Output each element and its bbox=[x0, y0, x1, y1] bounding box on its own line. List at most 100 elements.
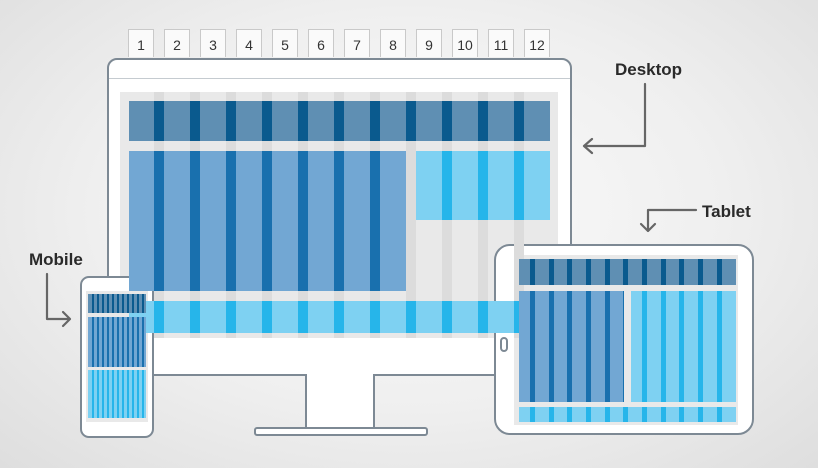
column-stripe bbox=[137, 317, 139, 367]
monitor-top-bar bbox=[109, 60, 570, 79]
column-tab-12: 12 bbox=[524, 29, 550, 57]
mobile-header-block bbox=[88, 294, 146, 313]
column-stripe bbox=[406, 101, 416, 141]
monitor-neck bbox=[305, 374, 375, 428]
column-stripe bbox=[154, 301, 164, 333]
desktop-arrow bbox=[582, 82, 647, 155]
column-stripe bbox=[132, 370, 134, 418]
column-stripe bbox=[190, 101, 200, 141]
column-stripe bbox=[298, 151, 308, 291]
column-stripe bbox=[549, 407, 554, 422]
column-tab-3: 3 bbox=[200, 29, 226, 57]
column-stripe bbox=[137, 370, 139, 418]
column-stripe bbox=[642, 259, 647, 285]
column-tab-11: 11 bbox=[488, 29, 514, 57]
tablet-arrow bbox=[639, 208, 698, 233]
mobile-secondary-block bbox=[88, 370, 146, 418]
column-stripe bbox=[122, 294, 124, 313]
column-tab-7: 7 bbox=[344, 29, 370, 57]
column-stripe bbox=[623, 407, 628, 422]
column-stripe bbox=[226, 101, 236, 141]
column-stripe bbox=[107, 294, 109, 313]
column-stripe bbox=[442, 151, 452, 220]
column-stripe bbox=[226, 151, 236, 291]
column-stripe bbox=[262, 151, 272, 291]
column-stripe bbox=[92, 317, 94, 367]
column-stripe bbox=[623, 259, 628, 285]
column-tab-9: 9 bbox=[416, 29, 442, 57]
column-stripe bbox=[97, 294, 99, 313]
column-stripe bbox=[478, 151, 488, 220]
column-stripe bbox=[717, 407, 722, 422]
column-stripe bbox=[406, 301, 416, 333]
tablet-header-block bbox=[519, 259, 736, 285]
column-tab-10: 10 bbox=[452, 29, 478, 57]
column-stripe bbox=[97, 317, 99, 367]
column-stripe bbox=[679, 407, 684, 422]
column-stripe bbox=[190, 301, 200, 333]
column-stripe bbox=[262, 101, 272, 141]
column-stripe bbox=[107, 370, 109, 418]
column-stripe bbox=[117, 294, 119, 313]
column-stripe bbox=[698, 259, 703, 285]
column-stripe bbox=[117, 370, 119, 418]
column-tab-1: 1 bbox=[128, 29, 154, 57]
column-stripe bbox=[298, 101, 308, 141]
mobile-label: Mobile bbox=[29, 250, 83, 269]
column-stripe bbox=[478, 301, 488, 333]
column-stripe bbox=[623, 291, 624, 402]
desktop-header-block bbox=[129, 101, 550, 141]
desktop-main-block bbox=[129, 151, 406, 291]
column-stripe bbox=[549, 259, 554, 285]
column-stripe bbox=[530, 407, 535, 422]
column-stripe bbox=[679, 259, 684, 285]
column-tab-4: 4 bbox=[236, 29, 262, 57]
column-stripe bbox=[112, 317, 114, 367]
column-stripe bbox=[154, 151, 164, 291]
column-stripe bbox=[717, 291, 722, 402]
column-stripe bbox=[370, 301, 380, 333]
column-stripe bbox=[107, 317, 109, 367]
column-stripe bbox=[142, 370, 144, 418]
column-stripe bbox=[586, 259, 591, 285]
column-stripe bbox=[334, 151, 344, 291]
column-stripe bbox=[567, 259, 572, 285]
column-stripe bbox=[530, 259, 535, 285]
column-stripe bbox=[698, 407, 703, 422]
tablet-main-block bbox=[519, 291, 624, 402]
desktop-side-block bbox=[416, 151, 550, 220]
column-tab-2: 2 bbox=[164, 29, 190, 57]
column-tab-5: 5 bbox=[272, 29, 298, 57]
monitor-stand-base bbox=[254, 427, 428, 436]
column-stripe bbox=[142, 317, 144, 367]
column-stripe bbox=[514, 101, 524, 141]
column-stripe bbox=[549, 291, 554, 402]
column-stripe bbox=[262, 301, 272, 333]
column-stripe bbox=[132, 294, 134, 313]
mobile-arrow bbox=[45, 272, 72, 328]
column-stripe bbox=[190, 151, 200, 291]
column-stripe bbox=[226, 301, 236, 333]
column-stripe bbox=[334, 101, 344, 141]
mobile-main-block bbox=[88, 317, 146, 367]
column-stripe bbox=[112, 370, 114, 418]
column-tab-6: 6 bbox=[308, 29, 334, 57]
tablet-side-block bbox=[631, 291, 736, 402]
column-stripe bbox=[567, 291, 572, 402]
column-stripe bbox=[442, 301, 452, 333]
column-stripe bbox=[127, 294, 129, 313]
column-stripe bbox=[142, 294, 144, 313]
column-stripe bbox=[642, 291, 647, 402]
column-stripe bbox=[112, 294, 114, 313]
column-stripe bbox=[586, 407, 591, 422]
column-stripe bbox=[605, 407, 610, 422]
column-stripe bbox=[370, 151, 380, 291]
column-stripe bbox=[92, 370, 94, 418]
column-stripe bbox=[102, 294, 104, 313]
column-stripe bbox=[122, 370, 124, 418]
column-stripe bbox=[661, 407, 666, 422]
column-stripe bbox=[642, 407, 647, 422]
tablet-label: Tablet bbox=[702, 202, 751, 221]
column-stripe bbox=[514, 151, 524, 220]
